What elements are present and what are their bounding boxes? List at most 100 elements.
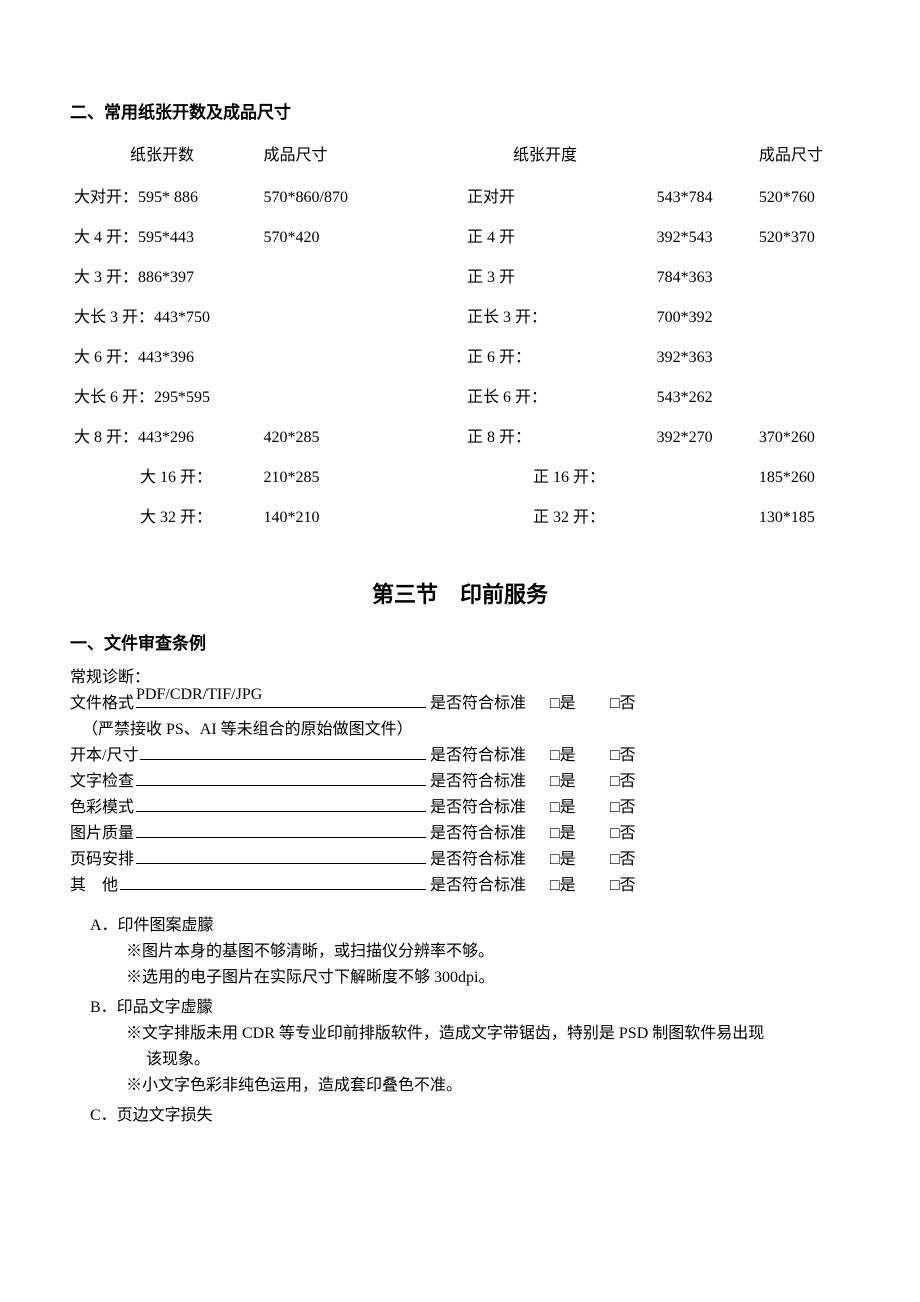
b-sub1-cont: 该现象。: [146, 1048, 850, 1072]
row-rprod: [755, 378, 850, 418]
row-lname: 大 8 开：443*296: [70, 418, 260, 458]
row-rprod: 130*185: [755, 498, 850, 538]
row-rprod: 370*260: [755, 418, 850, 458]
row-rname: 正 16 开：: [463, 458, 653, 498]
check-underline: [136, 837, 426, 838]
row-rsize: 392*363: [653, 338, 755, 378]
row-rsize: 700*392: [653, 298, 755, 338]
check-yes: □是: [550, 822, 610, 846]
row-spacer: [413, 258, 463, 298]
row-lprod: 420*285: [260, 418, 413, 458]
check-no: □否: [610, 744, 670, 768]
row-rprod: 520*760: [755, 178, 850, 218]
row-spacer: [413, 458, 463, 498]
row-lname: 大长 3 开：443*750: [70, 298, 260, 338]
check-row: 文字检查 是否符合标准□是□否: [70, 770, 850, 794]
hdr-spacer: [413, 136, 463, 178]
check-no: □否: [610, 796, 670, 820]
ff-note: （严禁接收 PS、AI 等未组合的原始做图文件）: [70, 718, 850, 742]
check-no: □否: [610, 770, 670, 794]
row-lname: 大 6 开：443*396: [70, 338, 260, 378]
check-std: 是否符合标准: [430, 796, 550, 820]
check-underline: [140, 759, 426, 760]
check-std: 是否符合标准: [430, 770, 550, 794]
ff-std: 是否符合标准: [430, 692, 550, 716]
row-spacer: [413, 298, 463, 338]
check-std: 是否符合标准: [430, 874, 550, 898]
check-std: 是否符合标准: [430, 822, 550, 846]
row-rname: 正 8 开：: [463, 418, 653, 458]
check-row: 色彩模式是否符合标准□是□否: [70, 796, 850, 820]
check-std: 是否符合标准: [430, 848, 550, 872]
hdr-right-name: 纸张开度: [463, 136, 755, 178]
check-label: 其 他: [70, 874, 118, 898]
row-rsize: [653, 458, 755, 498]
check-underline: [136, 811, 426, 812]
a-sub: ※图片本身的基图不够清晰，或扫描仪分辨率不够。: [126, 940, 850, 964]
check-yes: □是: [550, 848, 610, 872]
hdr-left-name: 纸张开数: [70, 136, 260, 178]
row-lprod: [260, 338, 413, 378]
row-rsize: 784*363: [653, 258, 755, 298]
row-rname: 正 6 开：: [463, 338, 653, 378]
row-spacer: [413, 218, 463, 258]
row-lprod: 570*420: [260, 218, 413, 258]
row-lprod: 210*285: [260, 458, 413, 498]
section3-title: 第三节 印前服务: [70, 578, 850, 611]
b-sub2: ※小文字色彩非纯色运用，造成套印叠色不准。: [126, 1074, 850, 1098]
check-yes: □是: [550, 744, 610, 768]
row-lname: 大 32 开：: [70, 498, 260, 538]
row-rprod: [755, 298, 850, 338]
row-rsize: [653, 498, 755, 538]
ff-yes: □是: [550, 692, 610, 716]
check-underline: [136, 863, 426, 864]
hdr-left-prod: 成品尺寸: [260, 136, 413, 178]
b-head: B．印品文字虚朦: [90, 996, 850, 1020]
row-rname: 正长 6 开：: [463, 378, 653, 418]
section2-title: 二、常用纸张开数及成品尺寸: [70, 100, 850, 126]
abc-list: A．印件图案虚朦 ※图片本身的基图不够清晰，或扫描仪分辨率不够。※选用的电子图片…: [90, 914, 850, 1128]
check-label: 图片质量: [70, 822, 134, 846]
check-label: 文字检查: [70, 770, 134, 794]
row-spacer: [413, 338, 463, 378]
row-lprod: 570*860/870: [260, 178, 413, 218]
check-row: 图片质量是否符合标准□是□否: [70, 822, 850, 846]
row-spacer: [413, 418, 463, 458]
check-row: 其 他 是否符合标准□是□否: [70, 874, 850, 898]
check-label: 开本/尺寸: [70, 744, 138, 768]
row-rprod: 520*370: [755, 218, 850, 258]
check-row-file-format: 文件格式 PDF/CDR/TIF/JPG 是否符合标准 □是 □否: [70, 692, 850, 716]
row-lprod: [260, 378, 413, 418]
check-yes: □是: [550, 770, 610, 794]
row-rprod: 185*260: [755, 458, 850, 498]
row-rprod: [755, 258, 850, 298]
row-lprod: [260, 298, 413, 338]
check-yes: □是: [550, 874, 610, 898]
check-row: 页码安排是否符合标准□是□否: [70, 848, 850, 872]
hdr-right-prod: 成品尺寸: [755, 136, 850, 178]
paper-size-table: 纸张开数 成品尺寸 纸张开度 成品尺寸 大对开：595* 886570*860/…: [70, 136, 850, 538]
a-sub: ※选用的电子图片在实际尺寸下解晰度不够 300dpi。: [126, 966, 850, 990]
check-underline: [136, 785, 426, 786]
row-lname: 大长 6 开：295*595: [70, 378, 260, 418]
check-label: 色彩模式: [70, 796, 134, 820]
row-lname: 大 3 开：886*397: [70, 258, 260, 298]
row-lprod: 140*210: [260, 498, 413, 538]
check-std: 是否符合标准: [430, 744, 550, 768]
row-rname: 正长 3 开：: [463, 298, 653, 338]
ff-label: 文件格式: [70, 692, 134, 716]
sub1-title: 一、文件审查条例: [70, 631, 850, 657]
a-head: A．印件图案虚朦: [90, 914, 850, 938]
row-rname: 正 32 开：: [463, 498, 653, 538]
check-no: □否: [610, 874, 670, 898]
row-rsize: 543*262: [653, 378, 755, 418]
row-rsize: 392*543: [653, 218, 755, 258]
row-lprod: [260, 258, 413, 298]
ff-no: □否: [610, 692, 670, 716]
row-spacer: [413, 378, 463, 418]
row-rname: 正对开: [463, 178, 653, 218]
row-rprod: [755, 338, 850, 378]
check-row: 开本/尺寸 是否符合标准□是□否: [70, 744, 850, 768]
row-rsize: 543*784: [653, 178, 755, 218]
c-head: C．页边文字损失: [90, 1104, 850, 1128]
